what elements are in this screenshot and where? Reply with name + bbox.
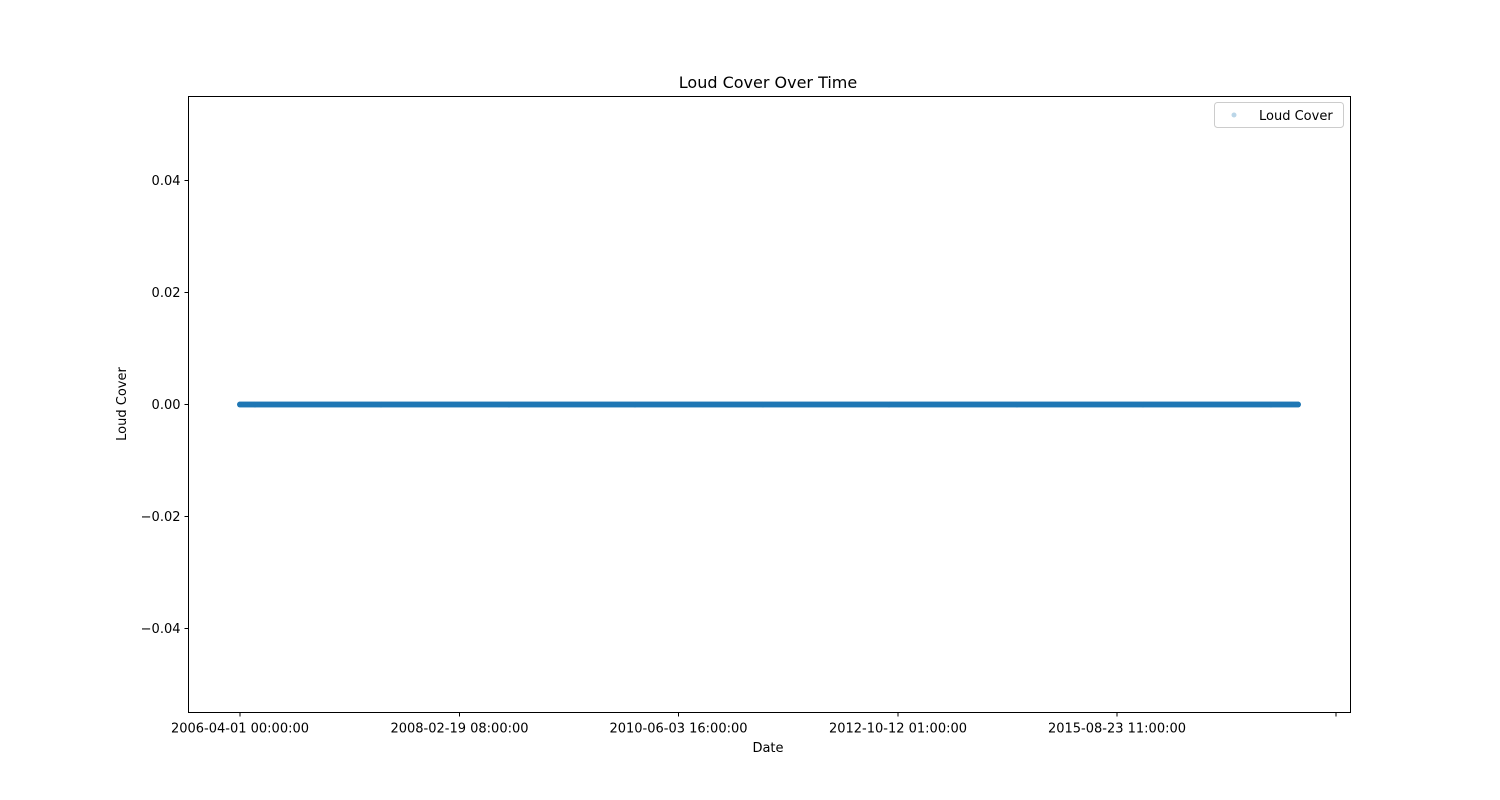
series-layer <box>237 401 1301 408</box>
x-tick-label: 2015-08-23 11:00:00 <box>1048 722 1186 737</box>
y-tick-label: 0.04 <box>152 174 181 189</box>
y-tick-label: −0.04 <box>141 622 181 637</box>
x-tick-label: 2006-04-01 00:00:00 <box>171 722 309 737</box>
y-tick-label: 0.00 <box>152 398 181 413</box>
chart-title: Loud Cover Over Time <box>679 73 857 92</box>
data-point <box>1295 401 1301 408</box>
y-axis: −0.04 −0.02 0.00 0.02 0.04 <box>141 174 189 637</box>
y-tick-label: 0.02 <box>152 286 181 301</box>
x-tick-label: 2010-06-03 16:00:00 <box>609 722 747 737</box>
x-axis: 2006-04-01 00:00:00 2008-02-19 08:00:00 20… <box>171 712 1337 737</box>
legend-marker <box>1231 112 1237 118</box>
legend-label: Loud Cover <box>1259 109 1333 124</box>
y-tick-label: −0.02 <box>141 510 181 525</box>
x-axis-title: Date <box>752 741 783 756</box>
legend-box <box>1214 102 1344 128</box>
x-tick-label: 2012-10-12 01:00:00 <box>829 722 967 737</box>
series-points <box>237 401 1301 408</box>
x-tick-label: 2008-02-19 08:00:00 <box>390 722 528 737</box>
y-axis-title: Loud Cover <box>115 367 130 441</box>
legend: Loud Cover <box>1214 102 1344 128</box>
